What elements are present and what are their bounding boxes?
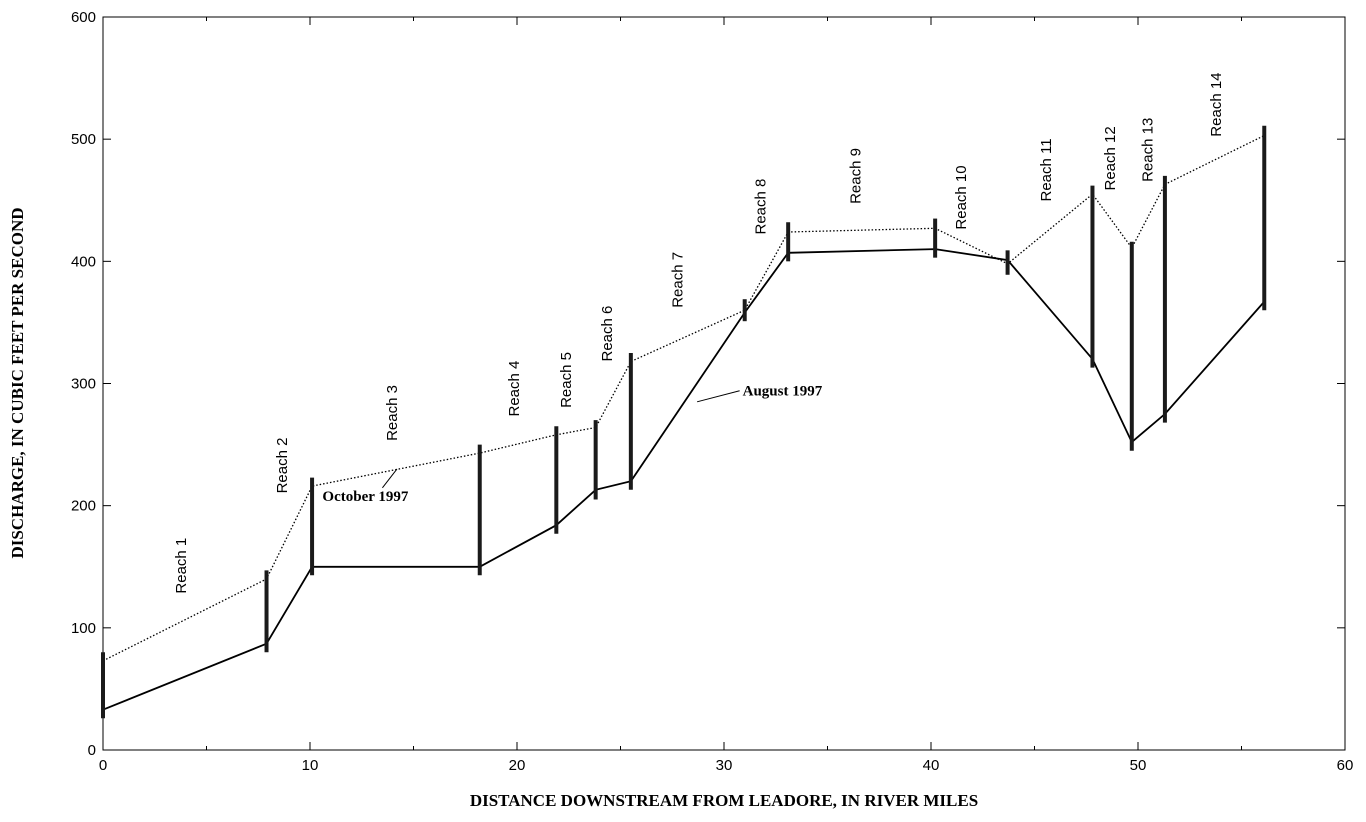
y-tick-label: 300 [71, 376, 96, 393]
error-bars-layer [101, 125, 1267, 719]
annotation-leader-line [382, 468, 398, 489]
reach-label: Reach 2 [274, 438, 291, 494]
reach-label: Reach 1 [173, 538, 190, 594]
reach-label: Reach 9 [848, 148, 865, 204]
reach-label: Reach 5 [558, 352, 575, 408]
x-tick-label: 40 [923, 757, 940, 774]
x-tick-label: 0 [99, 757, 107, 774]
reach-label: Reach 4 [506, 361, 523, 417]
reach-label: Reach 10 [953, 165, 970, 229]
y-tick-label: 200 [71, 498, 96, 515]
y-tick-label: 400 [71, 253, 96, 270]
y-tick-label: 600 [71, 9, 96, 26]
x-tick-label: 20 [509, 757, 526, 774]
series-annotation: October 1997 [322, 489, 408, 505]
reach-label: Reach 3 [384, 385, 401, 441]
reach-label: Reach 6 [599, 306, 616, 362]
series-annotation: August 1997 [743, 384, 823, 400]
reach-label: Reach 12 [1102, 126, 1119, 190]
reach-label: Reach 7 [670, 252, 687, 308]
reach-label: Reach 13 [1140, 118, 1157, 182]
x-axis-title: DISTANCE DOWNSTREAM FROM LEADORE, IN RIV… [470, 791, 978, 810]
annotation-leader-line [696, 390, 740, 403]
series-layer [102, 134, 1265, 711]
x-tick-label: 50 [1130, 757, 1147, 774]
reach-label: Reach 14 [1208, 72, 1225, 136]
reach-label: Reach 8 [752, 179, 769, 235]
y-tick-label: 100 [71, 620, 96, 637]
labels-layer: Reach 1 Reach 2 Reach 3 Reach 4 Reach 5 Reach… [173, 72, 1225, 593]
y-axis-title: DISCHARGE, IN CUBIC FEET PER SECOND [8, 207, 27, 558]
x-tick-label: 60 [1337, 757, 1354, 774]
y-tick-label: 0 [88, 742, 96, 759]
reach-label: Reach 11 [1038, 138, 1055, 201]
y-tick-label: 500 [71, 131, 96, 148]
x-tick-label: 30 [716, 757, 733, 774]
series-line-october-1997 [102, 134, 1265, 662]
x-tick-label: 10 [302, 757, 319, 774]
plot-frame [102, 16, 1346, 751]
